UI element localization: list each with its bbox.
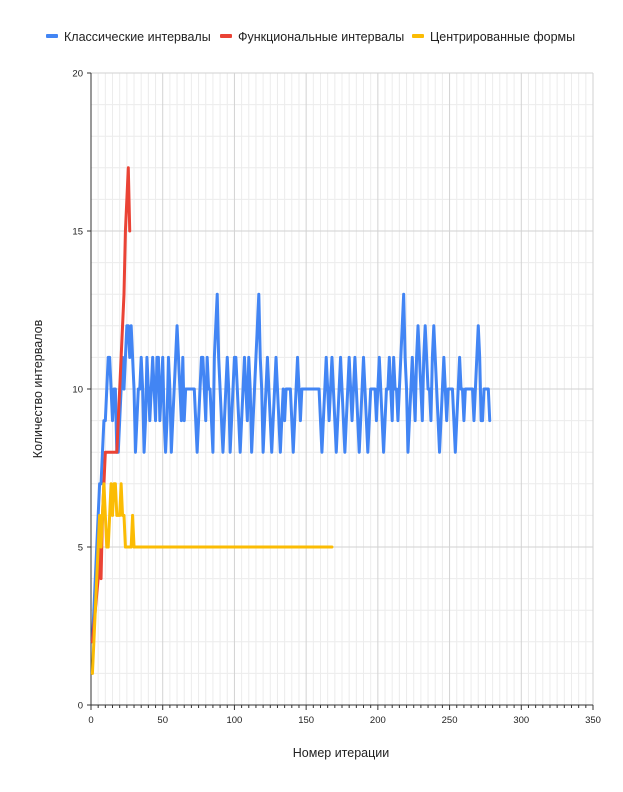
y-tick-label: 20 (72, 69, 83, 80)
y-tick-label: 15 (72, 227, 83, 238)
legend-label-classic: Классические интервалы (64, 30, 211, 44)
functional-intervals-line (90, 166, 132, 644)
x-tick-label: 0 (88, 715, 93, 726)
y-axis-title: Количество интервалов (31, 319, 45, 458)
x-tick-label: 250 (442, 715, 458, 726)
x-tick-label: 350 (585, 715, 601, 726)
y-tick-label: 0 (78, 701, 83, 712)
y-tick-label: 5 (78, 543, 83, 554)
legend: Классические интервалы Функциональные ин… (46, 30, 575, 44)
series-layer (90, 166, 492, 675)
x-tick-labels: 0 50 100 150 200 250 300 350 (88, 715, 601, 726)
legend-swatch-classic (46, 34, 58, 38)
legend-swatch-functional (220, 34, 232, 38)
x-tick-label: 150 (298, 715, 314, 726)
y-tick-labels: 0 5 10 15 20 (72, 69, 83, 712)
axes (87, 72, 594, 710)
x-tick-label: 50 (157, 715, 168, 726)
y-tick-label: 10 (72, 385, 83, 396)
legend-label-centered: Центрированные формы (430, 30, 575, 44)
legend-label-functional: Функциональные интервалы (238, 30, 404, 44)
x-axis-title: Номер итерации (293, 746, 390, 760)
legend-item-classic[interactable]: Классические интервалы (46, 30, 211, 44)
legend-item-functional[interactable]: Функциональные интервалы (220, 30, 404, 44)
x-tick-label: 100 (226, 715, 242, 726)
legend-item-centered[interactable]: Центрированные формы (412, 30, 575, 44)
x-tick-label: 300 (513, 715, 529, 726)
classic-intervals-line (90, 292, 492, 644)
x-tick-label: 200 (370, 715, 386, 726)
centered-forms-line (90, 482, 334, 675)
legend-swatch-centered (412, 34, 424, 38)
